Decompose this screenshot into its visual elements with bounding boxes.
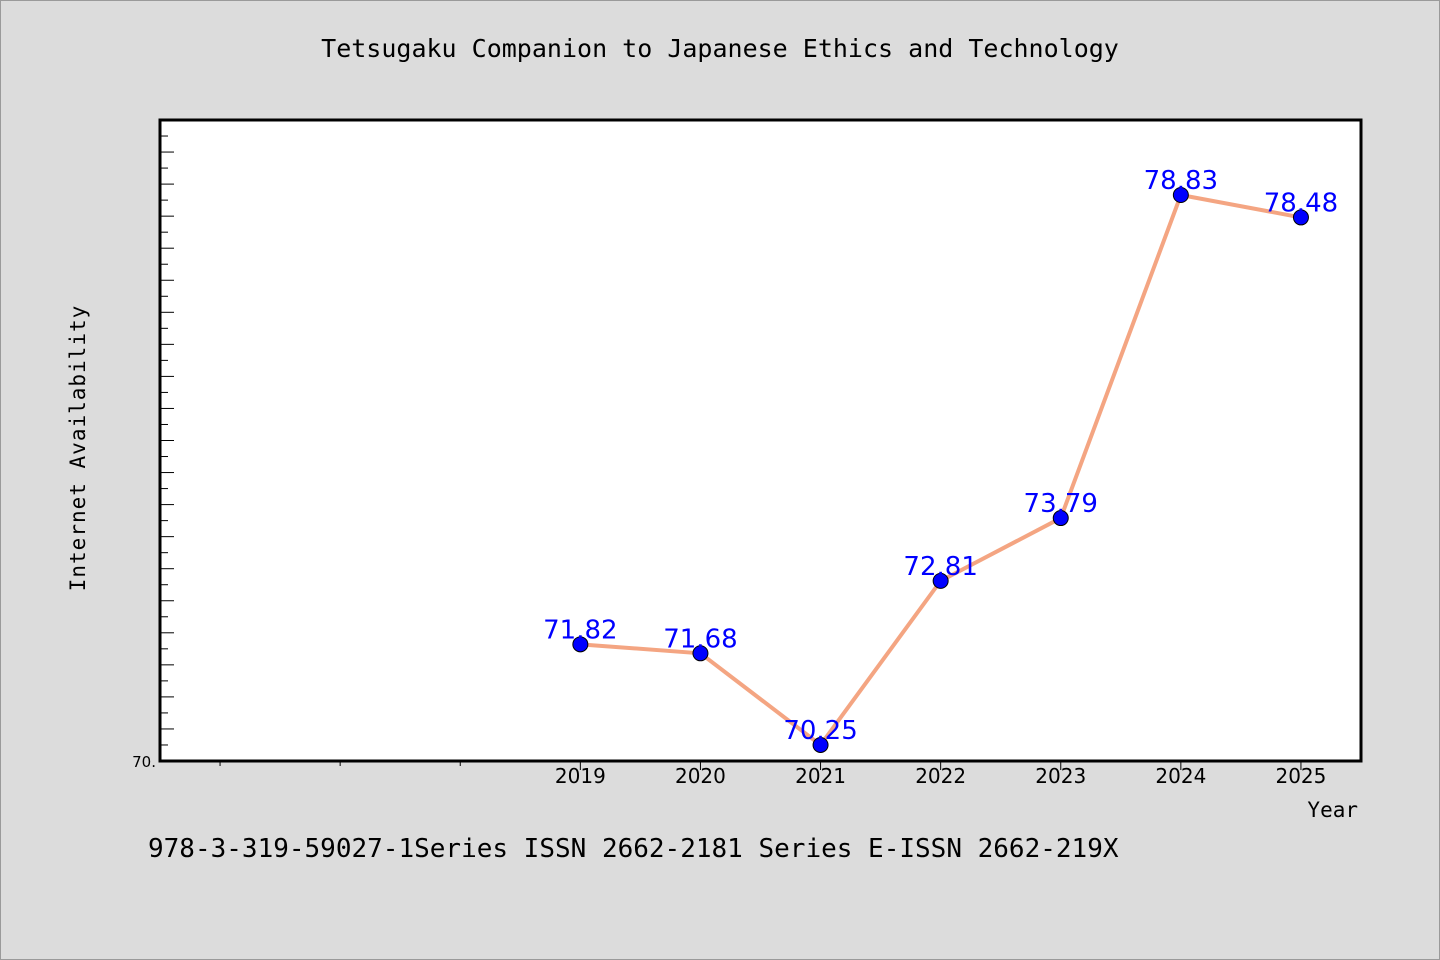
data-point [932,572,949,589]
chart-marks: 71.82 71.68 70.25 72.81 73.79 78.83 78.48 [543,166,1338,753]
x-tick-label: 2022 [915,764,966,788]
data-point [812,736,829,753]
data-point [572,636,589,653]
data-point [692,645,709,662]
data-label: 73.79 [1024,489,1098,519]
chart-title: Tetsugaku Companion to Japanese Ethics a… [321,34,1119,63]
data-label: 78.48 [1264,188,1338,218]
x-tick-label: 2025 [1275,764,1326,788]
data-label: 71.82 [543,615,617,645]
x-tick-label: 2021 [795,764,846,788]
data-point [1052,510,1069,527]
y-tick-label: 70. [132,753,156,771]
footer-isbn-text: 978-3-319-59027-1Series ISSN 2662-2181 S… [148,834,1119,864]
x-tick-label: 2020 [675,764,726,788]
x-tick-label: 2023 [1035,764,1086,788]
x-tick-label: 2024 [1155,764,1206,788]
data-label: 78.83 [1144,166,1218,196]
data-point [1292,209,1309,226]
x-axis-label: Year [1307,798,1358,822]
data-label: 71.68 [663,624,737,654]
axis-ticks: 70. 2019 2020 2021 2022 2023 2024 2025 [132,119,1326,788]
x-tick-label: 2019 [555,764,606,788]
data-label: 70.25 [783,716,857,746]
plot-area [158,118,1363,763]
data-label: 72.81 [903,552,977,582]
data-point [1172,186,1189,203]
